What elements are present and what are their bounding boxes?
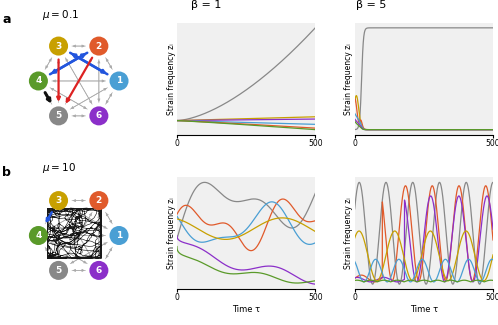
Circle shape [89, 36, 109, 56]
Text: 3: 3 [55, 196, 62, 205]
Text: β = 1: β = 1 [192, 0, 222, 10]
Text: 3: 3 [55, 42, 62, 51]
Text: 2: 2 [96, 42, 102, 51]
Text: $\mu = 0.1$: $\mu = 0.1$ [42, 8, 79, 22]
Y-axis label: Strain frequency zᵢ: Strain frequency zᵢ [344, 43, 353, 114]
Circle shape [110, 226, 128, 245]
Text: 2: 2 [96, 196, 102, 205]
Text: $\mu = 10$: $\mu = 10$ [42, 161, 76, 175]
Text: 4: 4 [35, 76, 42, 85]
X-axis label: Time τ: Time τ [232, 305, 260, 314]
Circle shape [29, 72, 48, 90]
Circle shape [49, 261, 68, 280]
Y-axis label: Strain frequency zᵢ: Strain frequency zᵢ [166, 43, 175, 114]
Text: 5: 5 [55, 111, 62, 120]
Text: 6: 6 [96, 111, 102, 120]
Text: 5: 5 [55, 266, 62, 275]
Text: β = 5: β = 5 [356, 0, 386, 10]
Circle shape [29, 226, 48, 245]
Circle shape [110, 72, 128, 90]
Y-axis label: Strain frequency zᵢ: Strain frequency zᵢ [344, 198, 353, 269]
Circle shape [89, 191, 109, 210]
Circle shape [49, 191, 68, 210]
X-axis label: Time τ: Time τ [410, 305, 438, 314]
Circle shape [49, 36, 68, 56]
Text: 1: 1 [116, 231, 122, 240]
Text: 4: 4 [35, 231, 42, 240]
Circle shape [89, 261, 109, 280]
Text: 1: 1 [116, 76, 122, 85]
Text: b: b [2, 166, 11, 179]
Y-axis label: Strain frequency zᵢ: Strain frequency zᵢ [166, 198, 175, 269]
Text: a: a [2, 13, 11, 26]
Circle shape [89, 106, 109, 125]
Text: 6: 6 [96, 266, 102, 275]
Circle shape [49, 106, 68, 125]
